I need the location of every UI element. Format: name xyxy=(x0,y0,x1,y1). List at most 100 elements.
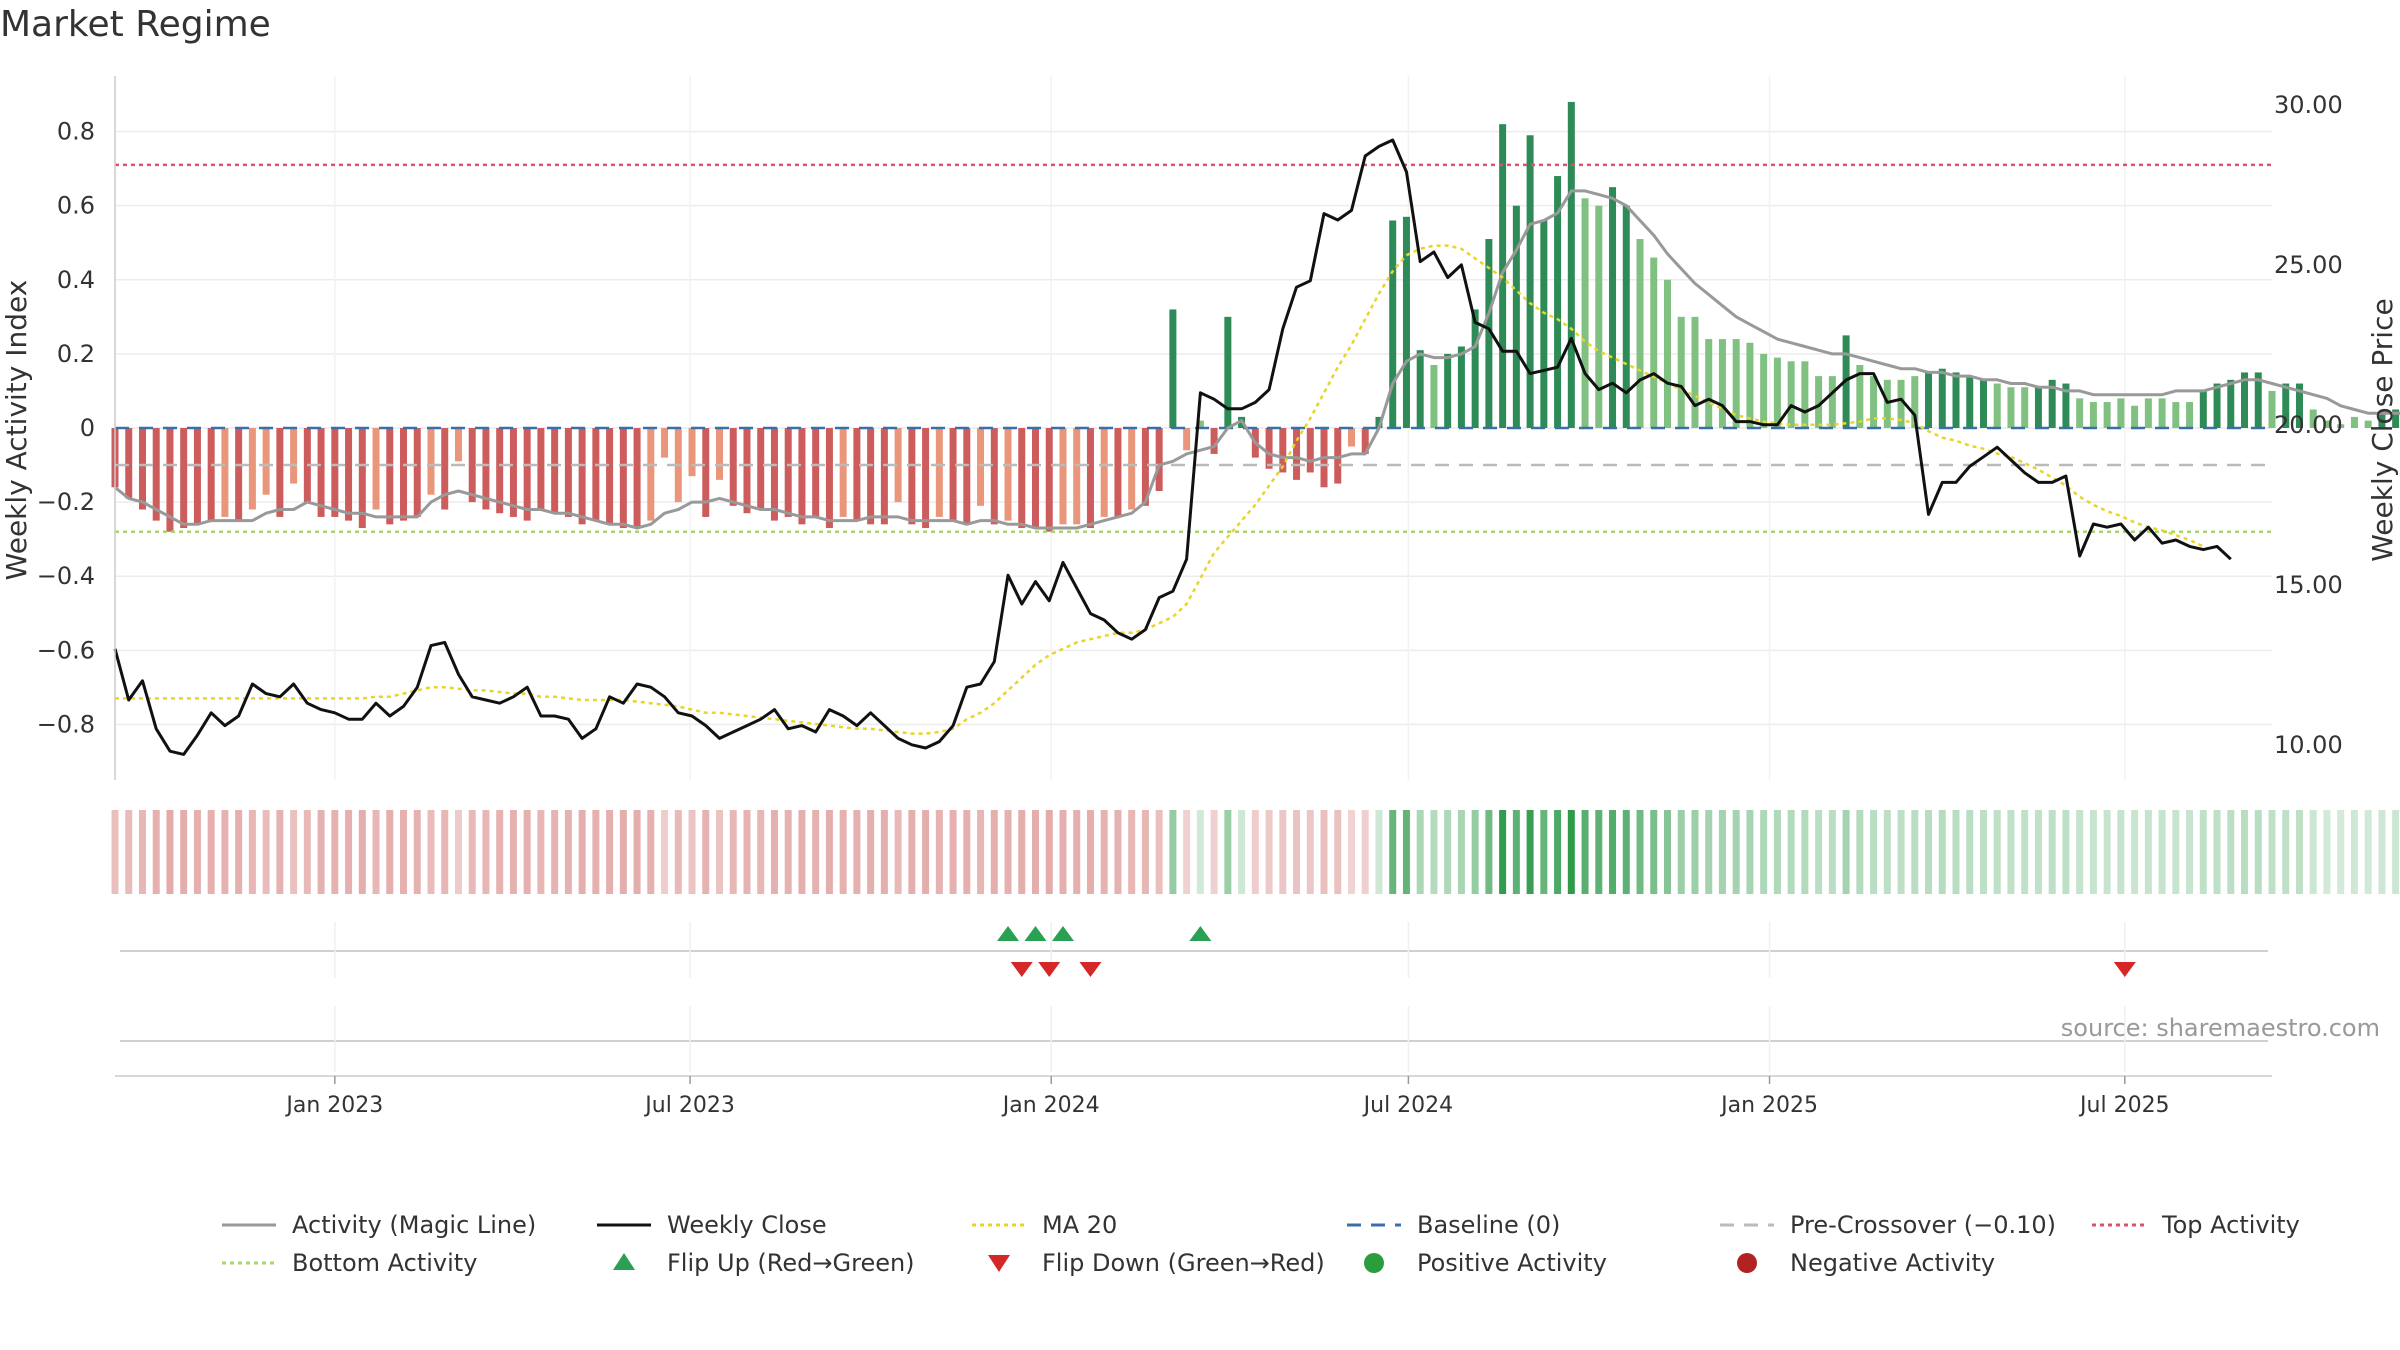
activity-bar xyxy=(400,428,408,521)
activity-bar xyxy=(1402,216,1410,428)
strip-cell xyxy=(564,810,572,894)
x-tick-label: Jan 2024 xyxy=(1001,1093,1100,1118)
activity-bar xyxy=(1265,428,1273,469)
x-tick-label: Jul 2024 xyxy=(1362,1093,1454,1118)
activity-bar xyxy=(770,428,778,521)
strip-cell xyxy=(2186,810,2194,894)
legend-label: Top Activity xyxy=(2161,1211,2300,1239)
activity-bar xyxy=(2117,398,2125,428)
activity-bar xyxy=(606,428,614,525)
strip-cell xyxy=(1141,810,1149,894)
activity-bar xyxy=(1622,205,1630,428)
x-tick-label: Jul 2023 xyxy=(643,1093,735,1118)
strip-cell xyxy=(1238,810,1246,894)
strip-cell xyxy=(180,810,188,894)
strip-cell xyxy=(716,810,724,894)
legend-swatch xyxy=(613,1253,635,1270)
strip-cell xyxy=(1512,810,1520,894)
x-tick-label: Jan 2025 xyxy=(1719,1093,1818,1118)
activity-bar xyxy=(757,428,765,510)
activity-bar xyxy=(2392,409,2400,428)
strip-cell xyxy=(523,810,531,894)
strip-cell xyxy=(894,810,902,894)
activity-bar xyxy=(1746,342,1754,428)
strip-cell xyxy=(743,810,751,894)
activity-bar xyxy=(1952,372,1960,428)
strip-cell xyxy=(1856,810,1864,894)
strip-cell xyxy=(551,810,559,894)
strip-cell xyxy=(1650,810,1658,894)
activity-bar xyxy=(2172,402,2180,428)
ma20-series xyxy=(115,244,2204,735)
activity-bar xyxy=(1086,428,1094,529)
strip-cell xyxy=(1045,810,1053,894)
strip-cell xyxy=(922,810,930,894)
strip-cell xyxy=(2131,810,2139,894)
y-tick-label: −0.2 xyxy=(37,488,95,516)
strip-cell xyxy=(1581,810,1589,894)
x-tick-label: Jan 2023 xyxy=(284,1093,383,1118)
strip-cell xyxy=(1595,810,1603,894)
flip-up-marker xyxy=(1051,926,1074,941)
activity-bar xyxy=(661,428,669,458)
strip-cell xyxy=(427,810,435,894)
strip-cell xyxy=(1718,810,1726,894)
strip-cell xyxy=(1086,810,1094,894)
activity-bar xyxy=(578,428,586,525)
activity-bar xyxy=(619,428,627,529)
activity-bar xyxy=(1554,176,1562,428)
strip-cell xyxy=(1622,810,1630,894)
strip-cell xyxy=(1224,810,1232,894)
strip-cell xyxy=(235,810,243,894)
strip-cell xyxy=(138,810,146,894)
activity-bar xyxy=(743,428,751,514)
activity-bar xyxy=(262,428,270,495)
activity-bar xyxy=(1993,383,2001,428)
strip-cell xyxy=(1320,810,1328,894)
strip-cell xyxy=(619,810,627,894)
strip-cell xyxy=(372,810,380,894)
activity-bar xyxy=(1966,376,1974,428)
activity-bar xyxy=(1155,428,1163,491)
strip-cell xyxy=(1746,810,1754,894)
strip-cell xyxy=(1128,810,1136,894)
strip-cell xyxy=(1210,810,1218,894)
flip-down-marker xyxy=(1079,962,1102,977)
activity-bar xyxy=(1581,198,1589,428)
strip-cell xyxy=(1636,810,1644,894)
strip-cell xyxy=(2282,810,2290,894)
strip-cell xyxy=(1251,810,1259,894)
activity-bar xyxy=(207,428,215,521)
activity-bar xyxy=(1787,361,1795,428)
strip-cell xyxy=(1444,810,1452,894)
activity-bar xyxy=(468,428,476,503)
activity-bar xyxy=(1773,357,1781,428)
activity-bar xyxy=(564,428,572,517)
activity-bar xyxy=(2007,387,2015,428)
activity-bar xyxy=(2268,390,2276,428)
strip-cell xyxy=(674,810,682,894)
strip-cell xyxy=(1787,810,1795,894)
activity-bar xyxy=(1375,416,1383,428)
strip-cell xyxy=(2021,810,2029,894)
strip-cell xyxy=(1938,810,1946,894)
activity-bar xyxy=(1897,379,1905,428)
strip-cell xyxy=(990,810,998,894)
activity-bar xyxy=(1979,379,1987,428)
strip-cell xyxy=(1265,810,1273,894)
activity-bar xyxy=(1210,428,1218,454)
strip-cell xyxy=(1457,810,1465,894)
strip-cell xyxy=(262,810,270,894)
strip-cell xyxy=(2158,810,2166,894)
activity-bar xyxy=(1815,376,1823,428)
legend-label: Positive Activity xyxy=(1417,1249,1607,1277)
activity-bar xyxy=(867,428,875,525)
strip-cell xyxy=(757,810,765,894)
strip-cell xyxy=(1334,810,1342,894)
strip-cell xyxy=(111,810,119,894)
legend: Activity (Magic Line) Weekly Close MA 20 Ba… xyxy=(222,1211,2300,1277)
strip-cell xyxy=(798,810,806,894)
activity-bar xyxy=(1018,428,1026,529)
flip-markers xyxy=(997,926,2136,977)
